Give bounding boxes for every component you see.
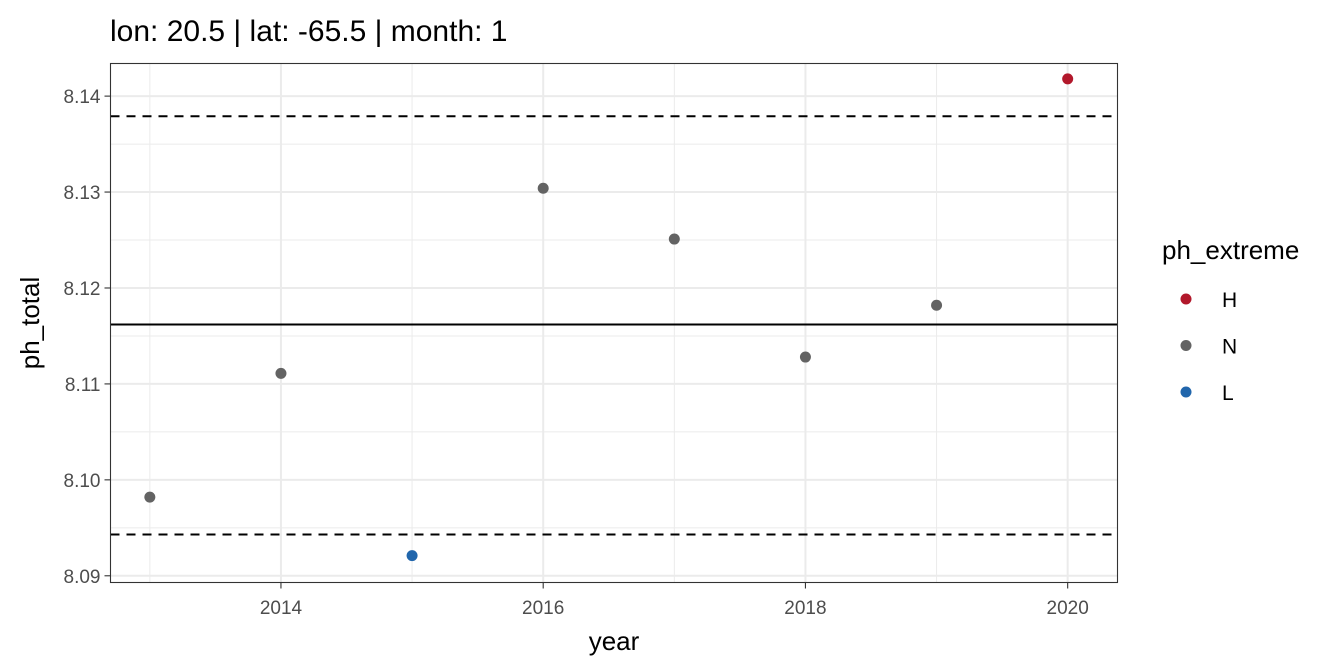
x-axis-title: year	[589, 626, 640, 656]
y-tick-label: 8.13	[64, 183, 101, 204]
data-point-N	[799, 351, 811, 363]
x-axis: 2014 2016 2018 2020	[260, 582, 1089, 619]
y-tick-label: 8.12	[64, 279, 101, 300]
legend: ph_extreme H NL	[1162, 235, 1299, 405]
data-point-N	[144, 491, 156, 503]
legend-label: L	[1222, 382, 1234, 405]
y-tick-label: 8.09	[64, 567, 101, 588]
data-point-N	[931, 299, 943, 311]
chart-title: lon: 20.5 | lat: -65.5 | month: 1	[110, 15, 508, 48]
legend-key-L	[1180, 386, 1192, 398]
data-point-N	[668, 233, 680, 245]
x-tick-label: 2014	[260, 598, 303, 619]
plot-border	[109, 62, 1119, 584]
y-axis: 8.09 8.10 8.11 8.12 8.13 8.14	[64, 87, 111, 588]
data-point-H	[1062, 73, 1074, 85]
data-point-N	[537, 182, 549, 194]
y-tick-label: 8.14	[64, 87, 101, 108]
legend-title: ph_extreme	[1162, 235, 1299, 265]
x-tick-label: 2018	[784, 598, 826, 619]
legend-label: N	[1222, 336, 1237, 359]
y-axis-title: ph_total	[15, 277, 45, 370]
legend-label: H	[1222, 289, 1237, 312]
data-points	[144, 73, 1074, 562]
y-tick-label: 8.11	[65, 375, 101, 396]
reference-lines	[110, 115, 1118, 536]
x-tick-label: 2020	[1047, 598, 1089, 619]
legend-key-N	[1180, 340, 1192, 351]
plot-panel	[110, 63, 1118, 583]
major-grid	[110, 63, 1118, 583]
y-tick-label: 8.10	[64, 471, 101, 492]
data-point-N	[275, 367, 287, 379]
x-tick-label: 2016	[522, 598, 564, 619]
data-point-L	[406, 550, 418, 562]
minor-grid	[110, 63, 1118, 583]
legend-key-H	[1180, 293, 1192, 305]
